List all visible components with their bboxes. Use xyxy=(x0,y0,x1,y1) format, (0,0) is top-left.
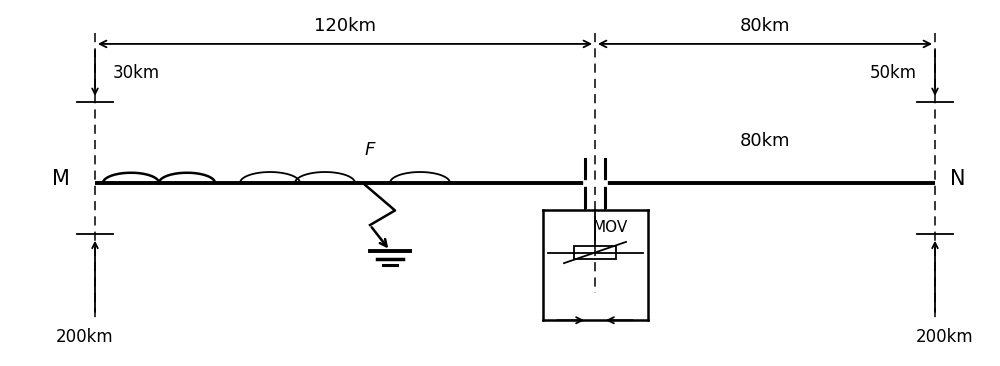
Text: N: N xyxy=(950,169,966,189)
Text: 30km: 30km xyxy=(113,64,160,82)
Text: M: M xyxy=(52,169,70,189)
Text: 120km: 120km xyxy=(314,16,376,35)
Text: 80km: 80km xyxy=(740,132,790,150)
Text: MOV: MOV xyxy=(592,220,628,235)
Text: 200km: 200km xyxy=(56,328,114,346)
Bar xyxy=(574,246,616,259)
Text: 50km: 50km xyxy=(870,64,917,82)
Text: 80km: 80km xyxy=(740,16,790,35)
Text: 200km: 200km xyxy=(916,328,974,346)
Text: F: F xyxy=(365,141,375,159)
